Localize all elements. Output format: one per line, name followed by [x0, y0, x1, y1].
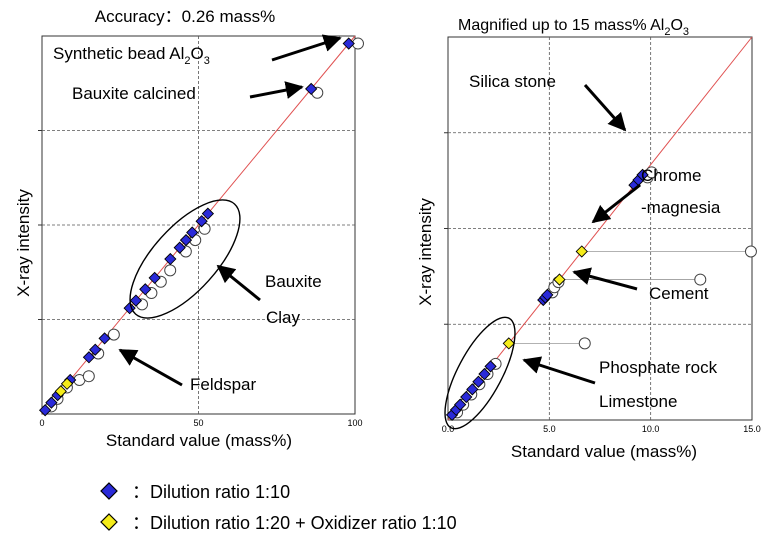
annotation-cement: Cement [649, 284, 709, 303]
annotation-arrows [118, 34, 641, 387]
arrow-synthetic-bead [271, 34, 342, 62]
left-blue-diamond-point [129, 294, 143, 307]
right-x-tick-label: 0.0 [442, 424, 455, 434]
right-open-circle-point [744, 245, 757, 258]
left-yellow-diamond-point [54, 385, 67, 398]
annotation-silica-stone: Silica stone [469, 72, 556, 91]
right-blue-diamond-point [484, 360, 497, 373]
annotation-magnesia: -magnesia [641, 198, 721, 217]
chart-left-title: Accuracy：0.26 mass% [95, 7, 275, 26]
arrow-bauxite-calcined [249, 81, 304, 99]
annotation-synthetic-bead: Synthetic bead Al2O3 [53, 44, 210, 67]
annotation-clay: Clay [266, 308, 301, 327]
legend-item-dilution-1-10: ：Dilution ratio 1:10 [100, 478, 290, 504]
arrow-phosphate-limestone [522, 356, 596, 385]
legend-item-dilution-1-20: ：Dilution ratio 1:20 + Oxidizer ratio 1:… [100, 509, 457, 535]
right-calibration-line [447, 36, 753, 421]
left-blue-diamond-point [195, 215, 208, 228]
ellipse-phosphate-limestone-group [444, 316, 516, 430]
legend-label-dilution-1-10: ：Dilution ratio 1:10 [132, 482, 291, 502]
left-blue-diamond-point [173, 241, 186, 254]
left-blue-diamond-point [201, 207, 215, 220]
right-yellow-diamond-point [502, 337, 515, 350]
left-blue-diamond-point [98, 332, 111, 345]
legend-marker-yellow-diamond [100, 513, 118, 531]
arrow-cement [572, 267, 638, 291]
left-yellow-diamond-point [60, 377, 74, 390]
left-blue-diamond-point [179, 233, 193, 247]
left-open-circle-point [82, 370, 95, 383]
left-blue-diamond-point [164, 252, 177, 266]
ellipse-bauxite-clay-group [129, 199, 241, 319]
arrow-chrome-magnesia [591, 183, 641, 224]
left-blue-diamond-point [45, 396, 58, 409]
right-blue-diamond-point [454, 398, 467, 411]
legend-label-dilution-1-20: ：Dilution ratio 1:20 + Oxidizer ratio 1:… [132, 513, 457, 533]
left-blue-diamond-point [186, 226, 199, 239]
right-blue-diamond-point [466, 383, 479, 396]
right-yellow-diamond-point [553, 273, 566, 286]
left-open-circle-point [164, 264, 177, 277]
annotation-bauxite: Bauxite [265, 272, 322, 291]
left-blue-diamond-point [305, 82, 318, 96]
right-blue-diamond-point [460, 390, 473, 404]
annotation-feldspar: Feldspar [190, 375, 256, 394]
chart-right-title: Magnified up to 15 mass% Al2O3 [458, 17, 689, 38]
left-blue-diamond-point [148, 271, 161, 285]
legend-marker-blue-diamond [100, 482, 118, 500]
left-blue-diamond-point [89, 343, 102, 356]
left-blue-diamond-point [139, 283, 152, 296]
arrow-bauxite-clay [216, 264, 261, 302]
left-blue-diamond-point [342, 37, 355, 50]
left-open-circle-point [107, 328, 120, 341]
right-blue-diamond-point [472, 375, 485, 388]
left-blue-diamond-point [38, 404, 52, 417]
right-x-tick-label: 5.0 [543, 424, 556, 434]
annotation-bauxite-calcined: Bauxite calcined [72, 84, 196, 103]
right-open-circle-point [578, 337, 591, 350]
annotation-phosphate-rock: Phosphate rock [599, 358, 718, 377]
annotation-limestone: Limestone [599, 392, 677, 411]
chart-right: Magnified up to 15 mass% Al2O3 0.0 5.0 10.… [416, 17, 761, 461]
chart-left-x-axis-label: Standard value (mass%) [106, 431, 292, 450]
right-x-tick-label: 15.0 [743, 424, 761, 434]
group-ellipses [129, 199, 516, 430]
annotation-chrome: Chrome [641, 166, 701, 185]
right-x-tick-label: 10.0 [642, 424, 660, 434]
arrow-feldspar [118, 348, 183, 387]
left-x-tick-label: 0 [39, 418, 44, 428]
chart-left-plot-area: 0 50 100 [38, 35, 364, 428]
right-blue-diamond-point [478, 367, 491, 381]
right-blue-diamond-point [636, 168, 649, 182]
chart-right-x-axis-label: Standard value (mass%) [511, 442, 697, 461]
left-x-tick-label: 100 [347, 418, 362, 428]
chart-right-y-axis-label: X-ray intensity [416, 198, 435, 306]
left-x-tick-label: 50 [193, 418, 203, 428]
chart-left-y-axis-label: X-ray intensity [14, 189, 33, 297]
chart-left: Accuracy：0.26 mass% 0 50 100 Standard valu… [14, 7, 364, 450]
right-open-circle-point [694, 273, 707, 286]
arrow-silica-stone [583, 84, 627, 132]
right-yellow-diamond-point [575, 245, 588, 258]
right-blue-diamond-point [541, 288, 554, 302]
left-blue-diamond-point [82, 351, 96, 364]
